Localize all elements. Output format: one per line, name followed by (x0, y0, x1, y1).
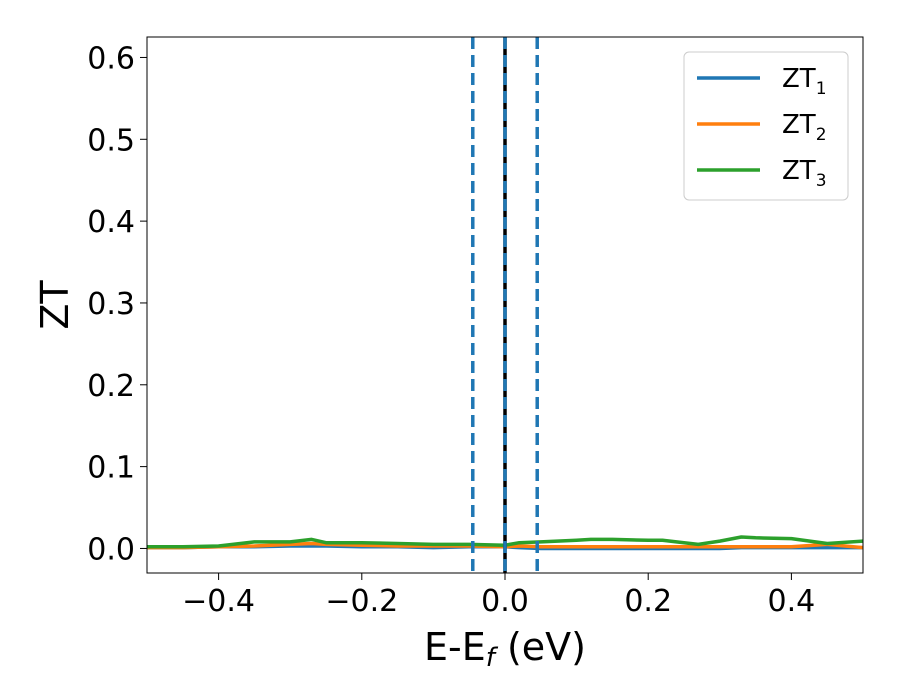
x-axis-label: E-Ef (eV) (424, 625, 586, 673)
y-tick-label: 0.3 (87, 287, 135, 322)
y-tick-label: 0.1 (87, 451, 135, 486)
y-tick-label: 0.0 (87, 532, 135, 567)
legend: ZT1 ZT2 ZT3 (683, 51, 849, 201)
x-tick-label: 0.2 (624, 584, 672, 619)
legend-label-2: ZT2 (782, 110, 827, 145)
x-tick-label: −0.2 (325, 584, 398, 619)
plot-marks (147, 37, 863, 573)
y-axis-label: ZT (33, 280, 77, 330)
y-tick-label: 0.4 (87, 205, 135, 240)
legend-box (683, 51, 849, 201)
x-tick-label: 0.4 (768, 584, 816, 619)
x-tick-label: −0.4 (182, 584, 255, 619)
x-axis: −0.4 −0.2 0.0 0.2 0.4 (182, 573, 815, 619)
y-tick-label: 0.2 (87, 369, 135, 404)
x-tick-label: 0.0 (481, 584, 529, 619)
y-tick-label: 0.5 (87, 123, 135, 158)
legend-label-1: ZT1 (782, 64, 827, 99)
x-axis-label-main: E-E (424, 625, 486, 669)
series-line-3 (147, 535, 863, 549)
y-tick-label: 0.6 (87, 41, 135, 76)
series-line-2 (147, 541, 863, 550)
y-axis: 0.0 0.1 0.2 0.3 0.4 0.5 0.6 (87, 41, 147, 567)
legend-label-3: ZT3 (782, 156, 827, 191)
x-axis-label-unit: (eV) (495, 625, 586, 669)
